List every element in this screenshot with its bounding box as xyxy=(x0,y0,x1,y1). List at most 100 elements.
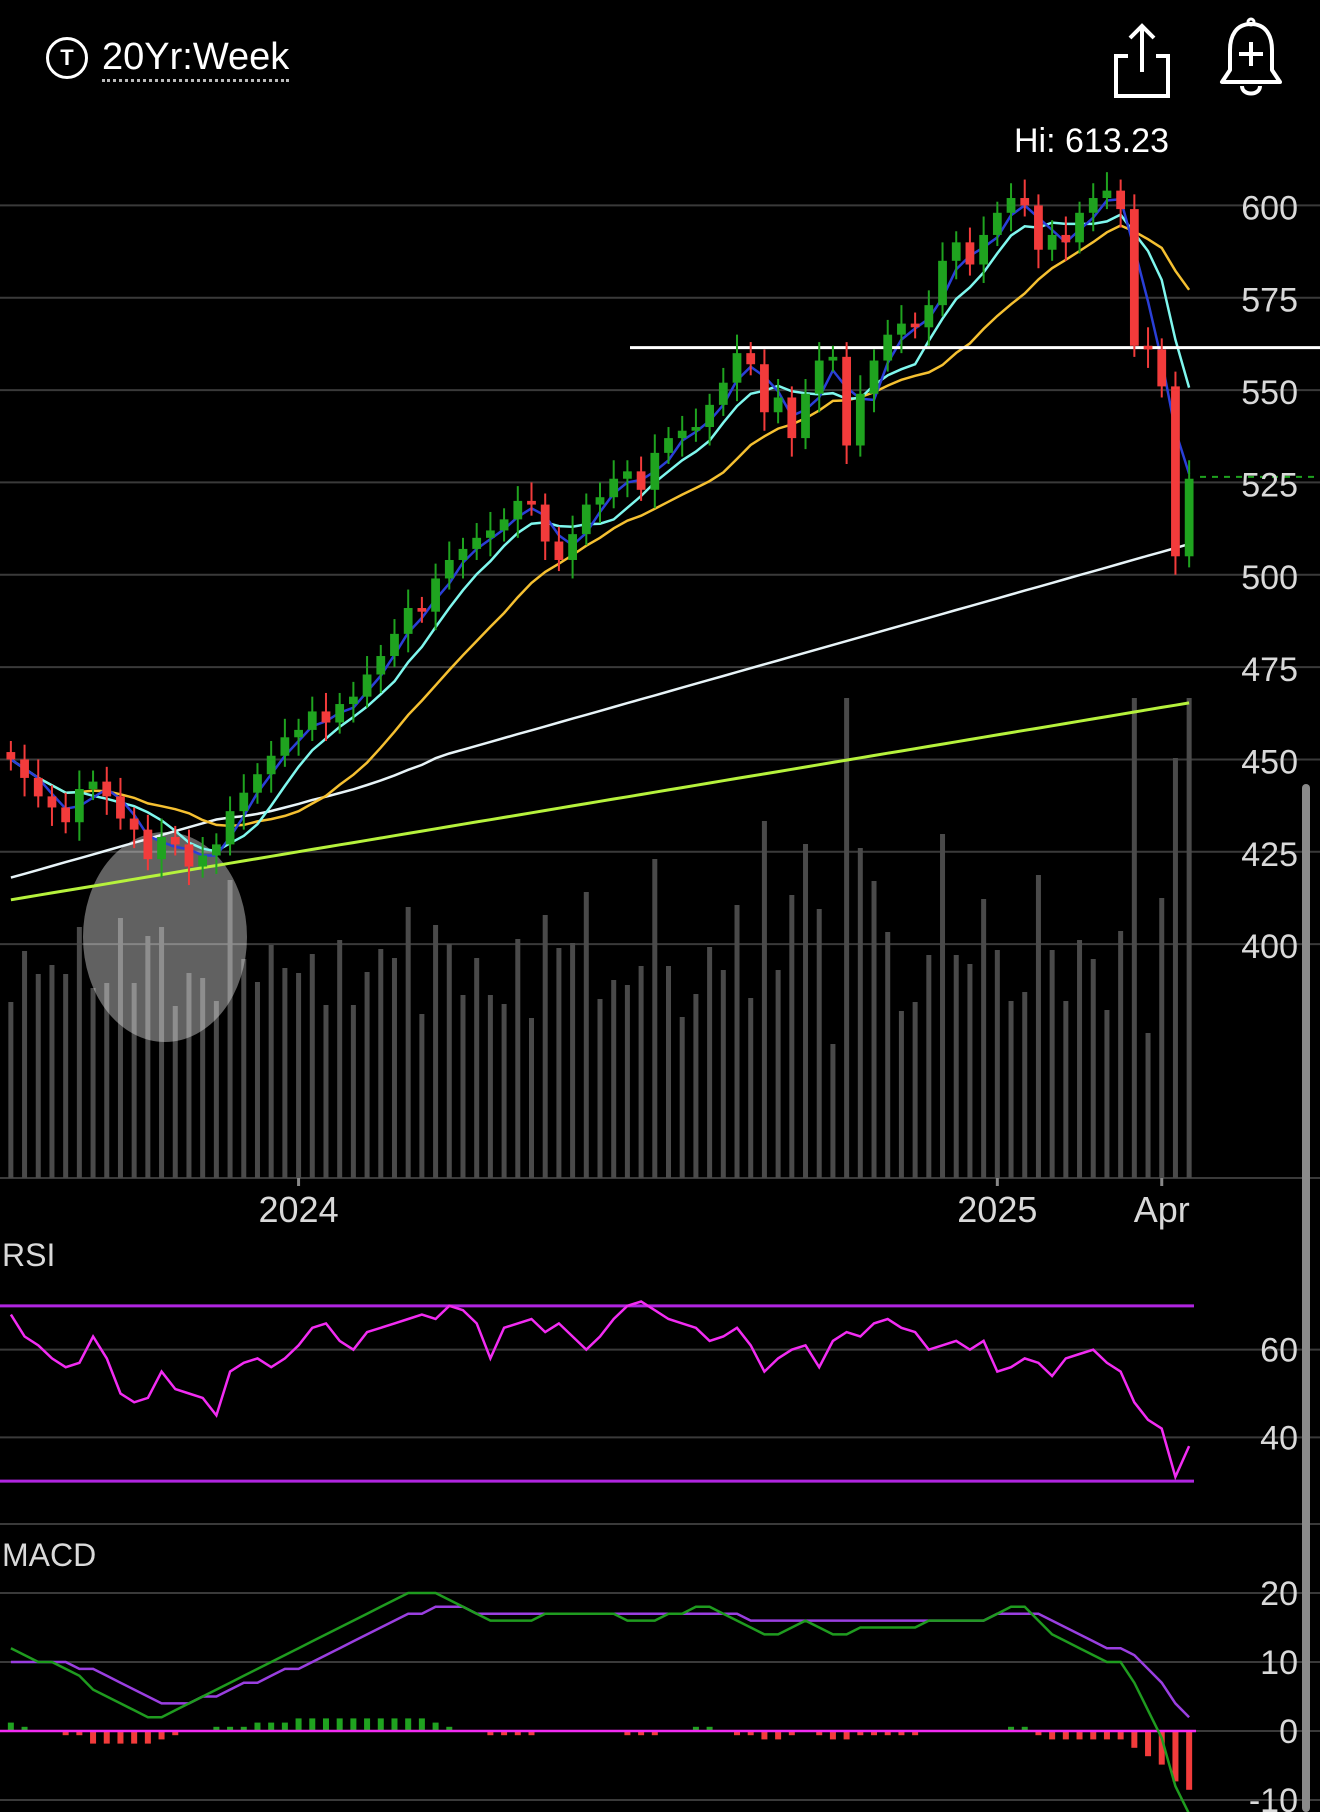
candle-body xyxy=(636,471,646,490)
macd-histogram-bar xyxy=(1090,1731,1097,1740)
candle-body xyxy=(1075,212,1084,243)
candle-body xyxy=(691,427,701,431)
macd-histogram-bar xyxy=(761,1731,768,1740)
macd-histogram-bar xyxy=(1021,1726,1028,1731)
candle-body xyxy=(965,242,975,265)
macd-histogram-bar xyxy=(76,1731,83,1736)
macd-histogram-bar xyxy=(62,1731,69,1736)
candle-body xyxy=(417,608,427,612)
volume-bar xyxy=(501,1004,507,1178)
price-tick-label: 475 xyxy=(1241,651,1298,689)
candle-body xyxy=(88,781,98,789)
candle-body xyxy=(732,353,742,383)
vertical-scrollbar[interactable] xyxy=(1302,784,1310,1812)
macd-histogram-bar xyxy=(912,1731,919,1736)
volume-bar xyxy=(254,982,260,1178)
volume-bar xyxy=(1090,959,1096,1178)
candle-body xyxy=(924,305,934,328)
macd-histogram-bar xyxy=(158,1731,165,1740)
volume-bar xyxy=(405,907,411,1178)
macd-histogram-bar xyxy=(747,1731,754,1736)
volume-bar xyxy=(953,955,959,1178)
volume-bar xyxy=(761,821,767,1178)
candle-body xyxy=(992,212,1002,235)
volume-bar xyxy=(1049,950,1055,1178)
candle-body xyxy=(33,777,43,797)
macd-histogram-bar xyxy=(117,1731,124,1744)
volume-bar xyxy=(926,955,932,1178)
volume-bar xyxy=(638,966,644,1178)
macd-histogram-bar xyxy=(1103,1731,1110,1740)
volume-bar xyxy=(1159,898,1165,1178)
candle-body xyxy=(842,356,852,446)
candle-body xyxy=(760,364,769,413)
scrollbar xyxy=(1302,784,1310,1812)
price-tick-label: 400 xyxy=(1241,928,1298,966)
macd-histogram-bar xyxy=(1035,1731,1042,1736)
volume-bar xyxy=(104,983,110,1178)
candle-body xyxy=(198,855,208,867)
macd-histogram-bar xyxy=(898,1731,905,1736)
candle-body xyxy=(472,537,482,549)
timeframe-selector[interactable]: T 20Yr:Week xyxy=(46,34,290,82)
macd-tick-label: 0 xyxy=(1279,1713,1298,1751)
candle-body xyxy=(910,323,920,328)
volume-bar xyxy=(1145,1033,1151,1178)
candle-body xyxy=(951,242,961,261)
volume-bar xyxy=(885,932,891,1178)
volume-bar xyxy=(967,964,973,1178)
macd-histogram-bar xyxy=(487,1731,494,1736)
macd-histogram-bar xyxy=(624,1731,631,1736)
macd-histogram-bar xyxy=(528,1731,535,1736)
volume-bar xyxy=(241,959,247,1178)
macd-histogram-bar xyxy=(350,1718,357,1731)
grid-lines xyxy=(0,204,1320,1179)
volume-bar xyxy=(1022,992,1028,1178)
price-axis: 400 425 450 475 500 525 550 575 600 xyxy=(1241,189,1298,966)
bell-plus-icon xyxy=(1220,17,1282,96)
volume-bar xyxy=(830,1044,836,1178)
macd-histogram-bar xyxy=(871,1731,878,1736)
ticker-type-icon: T xyxy=(46,37,88,79)
macd-histogram-bar xyxy=(7,1722,14,1731)
volume-bar xyxy=(1063,1001,1069,1178)
add-alert-button[interactable] xyxy=(1218,16,1284,100)
volume-bar xyxy=(1131,698,1137,1178)
candle-body xyxy=(431,578,440,612)
candle-body xyxy=(294,729,303,738)
macd-histogram-bar xyxy=(843,1731,850,1740)
candle-body xyxy=(527,500,536,505)
candle-body xyxy=(664,438,673,453)
volume-bar xyxy=(871,881,877,1178)
macd-histogram-bar xyxy=(829,1731,836,1740)
price-tick-label: 525 xyxy=(1241,466,1298,504)
candle-body xyxy=(718,382,728,405)
macd-histogram-bar xyxy=(706,1726,713,1731)
candle-body xyxy=(116,796,125,819)
candle-body xyxy=(828,356,838,361)
volume-bar xyxy=(1186,698,1192,1178)
volume-bar xyxy=(789,895,795,1178)
candle-body xyxy=(458,548,468,560)
highlight-circle xyxy=(83,832,247,1042)
macd-histogram-bar xyxy=(254,1722,261,1731)
macd-histogram-bar xyxy=(1062,1731,1069,1740)
volume-bar xyxy=(35,974,41,1178)
candle-body xyxy=(47,796,57,808)
rsi-panel: RSI 40 60 xyxy=(0,1237,1320,1525)
volume-bar xyxy=(90,988,96,1178)
time-axis: 2024 2025 Apr xyxy=(259,1178,1190,1230)
volume-bar xyxy=(8,1002,14,1178)
volume-bar xyxy=(775,970,781,1178)
volume-bar xyxy=(666,966,672,1178)
share-button[interactable] xyxy=(1110,20,1174,100)
candle-body xyxy=(211,844,221,856)
chart-toolbar: T 20Yr:Week Hi: 613.23 xyxy=(0,0,1320,160)
volume-bar xyxy=(131,983,137,1178)
candle-body xyxy=(1006,198,1016,213)
candle-body xyxy=(869,360,879,394)
candle-body xyxy=(1129,209,1139,346)
candle-body xyxy=(157,837,166,860)
volume-bar xyxy=(323,1005,329,1178)
